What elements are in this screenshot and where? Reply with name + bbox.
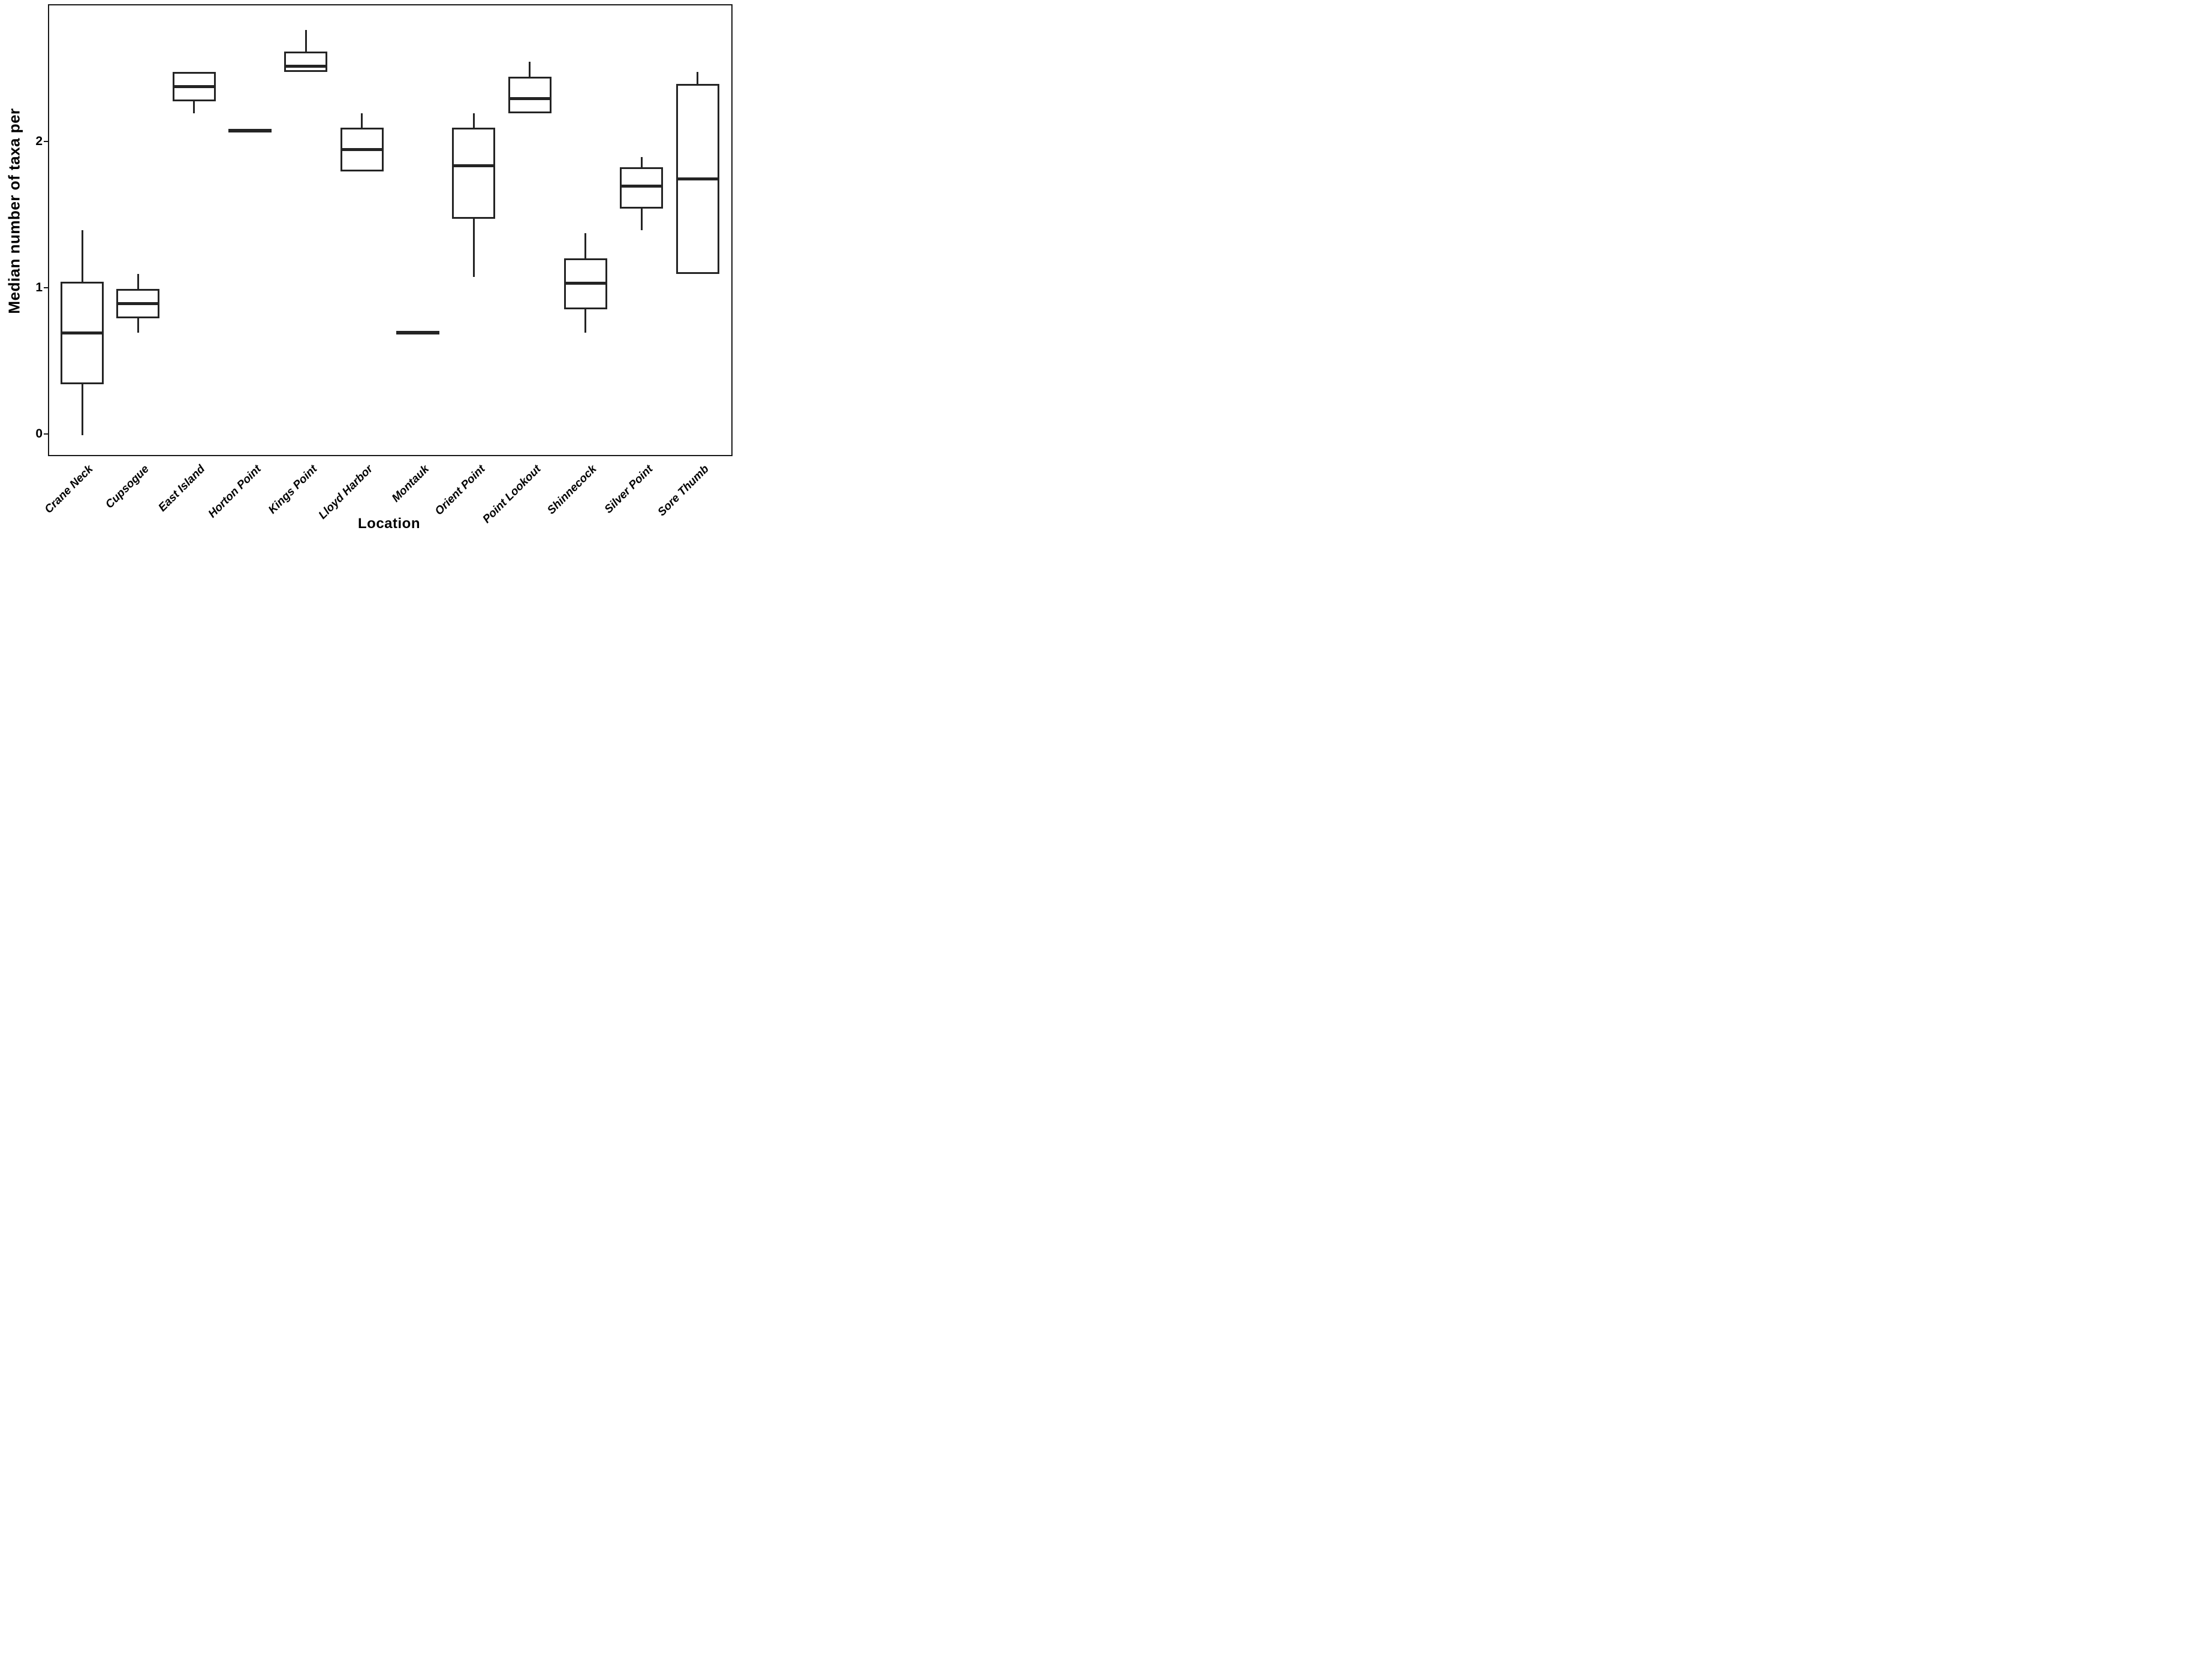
- boxplot-cupsogue-median: [116, 302, 160, 305]
- x-tick-label-shinnecock: Shinnecock: [545, 463, 599, 517]
- x-tick-label-kings-point: Kings Point: [266, 463, 320, 517]
- boxplot-point-lookout-box: [508, 76, 552, 113]
- boxplot-shinnecock-lower-whisker: [584, 309, 587, 333]
- boxplot-orient-point-box: [452, 128, 496, 219]
- boxplot-crane-neck-upper-whisker: [81, 230, 83, 282]
- boxplot-kings-point-upper-whisker: [305, 29, 307, 52]
- x-tick-label-lloyd-harbor: Lloyd Harbor: [317, 463, 376, 522]
- boxplot-horton-point-line: [228, 129, 272, 133]
- boxplot-cupsogue-lower-whisker: [137, 318, 139, 333]
- boxplot-sore-thumb-upper-whisker: [697, 72, 699, 84]
- y-tick-label-1: 1: [35, 280, 43, 294]
- boxplot-orient-point-upper-whisker: [472, 113, 475, 128]
- boxplot-orient-point-median: [452, 164, 496, 168]
- boxplot-crane-neck-median: [61, 331, 104, 334]
- x-tick-label-silver-point: Silver Point: [602, 463, 656, 516]
- y-tick-label-0: 0: [35, 427, 43, 441]
- plot-area: [48, 4, 733, 456]
- boxplot-east-island-lower-whisker: [193, 101, 195, 113]
- boxplot-silver-point-upper-whisker: [640, 157, 643, 168]
- boxplot-cupsogue-upper-whisker: [137, 274, 139, 289]
- boxplot-east-island-median: [172, 85, 216, 89]
- x-tick-label-east-island: East Island: [156, 463, 208, 514]
- x-tick-label-sore-thumb: Sore Thumb: [655, 463, 712, 519]
- boxplot-shinnecock-upper-whisker: [584, 233, 587, 258]
- boxplot-sore-thumb-median: [676, 177, 719, 181]
- boxplot-kings-point-median: [284, 65, 328, 68]
- x-axis-title: Location: [358, 516, 420, 532]
- boxplot-point-lookout-median: [508, 97, 552, 100]
- y-tick-label-2: 2: [35, 134, 43, 148]
- x-tick-label-montauk: Montauk: [389, 463, 432, 505]
- boxplot-lloyd-harbor-upper-whisker: [361, 113, 363, 128]
- boxplot-point-lookout-upper-whisker: [529, 62, 531, 77]
- boxplot-silver-point-median: [620, 185, 664, 188]
- boxplot-crane-neck-lower-whisker: [81, 384, 83, 435]
- boxplot-lloyd-harbor-median: [340, 148, 384, 152]
- x-tick-label-crane-neck: Crane Neck: [43, 463, 96, 516]
- boxplot-shinnecock-median: [563, 281, 607, 285]
- boxplot-kings-point-box: [284, 52, 328, 73]
- y-tick-mark-2: [44, 140, 48, 142]
- boxplot-silver-point-lower-whisker: [640, 208, 643, 231]
- y-tick-mark-0: [44, 433, 48, 435]
- boxplot-montauk-line: [396, 331, 439, 335]
- x-tick-label-orient-point: Orient Point: [432, 463, 488, 518]
- y-tick-mark-1: [44, 287, 48, 288]
- x-tick-label-horton-point: Horton Point: [206, 463, 264, 521]
- x-tick-label-cupsogue: Cupsogue: [103, 463, 152, 511]
- boxplot-orient-point-lower-whisker: [472, 218, 475, 278]
